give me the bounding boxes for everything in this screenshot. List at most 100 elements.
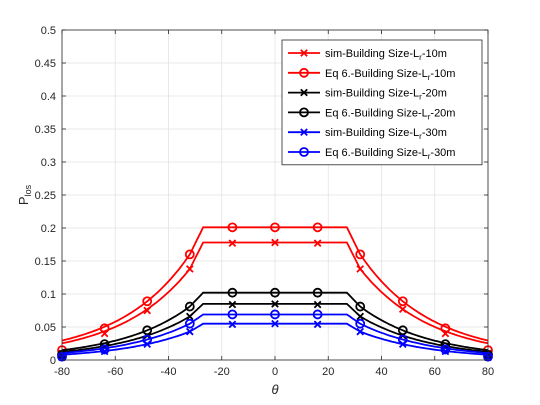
y-axis-label-subscript: los [23,184,33,196]
legend-label-subscript: r [419,132,422,141]
legend-label-main: sim-Building Size-L [325,48,419,60]
data-point [271,238,279,247]
legend-box [281,39,483,166]
data-point [185,265,194,273]
legend-marker [300,88,308,97]
legend-label: Eq 6.-Building Size-Lr-30m [325,147,455,161]
x-tick-label: -80 [54,366,70,378]
data-point [228,300,237,309]
x-axis-ticks: -80 -60 -40 -20 0 20 40 60 80 [54,30,494,378]
x-tick-label: 20 [322,366,334,378]
legend-entry: sim-Building Size-Lr-30m [288,127,447,141]
data-point [270,309,280,320]
legend-label: Eq 6.-Building Size-Lr-20m [325,107,455,121]
legend-label-subscript: r [419,93,422,102]
x-tick-label: 0 [272,366,278,378]
legend-label: sim-Building Size-Lr-10m [325,48,447,62]
series-line [61,291,489,352]
data-point [270,287,280,298]
data-point [227,222,238,233]
x-tick-label: -60 [107,366,123,378]
data-point [440,344,451,355]
legend-label-end: -10m [422,48,447,60]
data-point [184,318,195,329]
data-point [397,325,408,336]
data-point [184,301,195,312]
series-line [61,313,489,354]
legend-label-main: Eq 6.-Building Size-L [325,107,428,119]
y-axis-label-main: P [16,196,31,205]
data-point [397,296,408,307]
data-point [99,323,110,334]
data-point [99,344,110,355]
y-tick-label: 0.1 [41,289,56,301]
y-tick-label: 0.15 [35,256,56,268]
legend-marker [299,147,309,157]
legend-label-subscript: r [419,53,422,62]
x-tick-label: 80 [482,366,494,378]
data-point [356,265,365,273]
legend-label-main: Eq 6.-Building Size-L [325,147,428,159]
data-point [312,222,323,233]
data-point [397,334,408,345]
legend-label-end: -30m [422,127,447,139]
data-point [270,222,280,233]
legend-marker [300,49,308,57]
data-point [313,239,322,248]
legend-label-end: -10m [430,68,455,80]
legend-label: sim-Building Size-Lr-30m [325,127,447,141]
data-point [184,249,195,260]
data-point [356,312,365,321]
legend-entry: Eq 6.-Building Size-Lr-30m [288,147,455,161]
y-tick-label: 0.2 [41,223,56,235]
legend-entry: sim-Building Size-Lr-20m [288,88,447,102]
y-tick-label: 0.05 [35,322,56,334]
series [57,309,493,362]
data-point [440,323,451,334]
x-axis-label: θ [271,382,278,397]
data-point [228,320,237,329]
x-tick-label: -40 [161,366,177,378]
data-point [143,306,152,315]
legend-label-main: Eq 6.-Building Size-L [325,68,428,80]
data-point [398,305,407,314]
legend-label-subscript: r [428,112,431,121]
data-point [271,319,279,328]
data-point [271,300,279,308]
x-tick-label: 60 [429,366,441,378]
series-layer [57,222,493,362]
legend-label-end: -20m [430,107,455,119]
legend-marker [300,128,308,137]
legend-entry: Eq 6.-Building Size-Lr-10m [288,68,455,82]
legend-marker [299,67,309,78]
legend-label: Eq 6.-Building Size-Lr-10m [325,68,455,82]
y-axis-label: Plos [16,184,33,205]
legend-label-main: sim-Building Size-L [325,127,419,139]
y-tick-label: 0.4 [41,91,56,103]
data-point [355,249,366,260]
y-tick-label: 0.3 [41,157,56,169]
y-tick-label: 0.45 [35,58,56,70]
data-point [355,318,366,329]
data-point [142,296,153,307]
data-point [228,239,237,248]
y-tick-label: 0.35 [35,124,56,136]
y-axis-ticks: 0 0.05 0.1 0.15 0.2 0.25 0.3 0.35 0.4 0.45 0.5 [35,25,488,367]
data-point [312,287,323,298]
data-point [356,327,365,336]
data-point [142,334,153,345]
x-tick-label: 40 [375,366,387,378]
legend-label-end: -20m [422,88,447,100]
legend-marker [299,107,309,118]
x-tick-label: -20 [214,366,230,378]
y-tick-label: 0 [50,355,56,367]
legend-label: sim-Building Size-Lr-20m [325,88,447,102]
legend-label-subscript: r [428,73,431,82]
legend-label-main: sim-Building Size-L [325,88,419,100]
legend-entry: Eq 6.-Building Size-Lr-20m [288,107,455,121]
y-tick-label: 0.5 [41,25,56,37]
series-line [61,226,489,342]
data-point [355,301,366,312]
